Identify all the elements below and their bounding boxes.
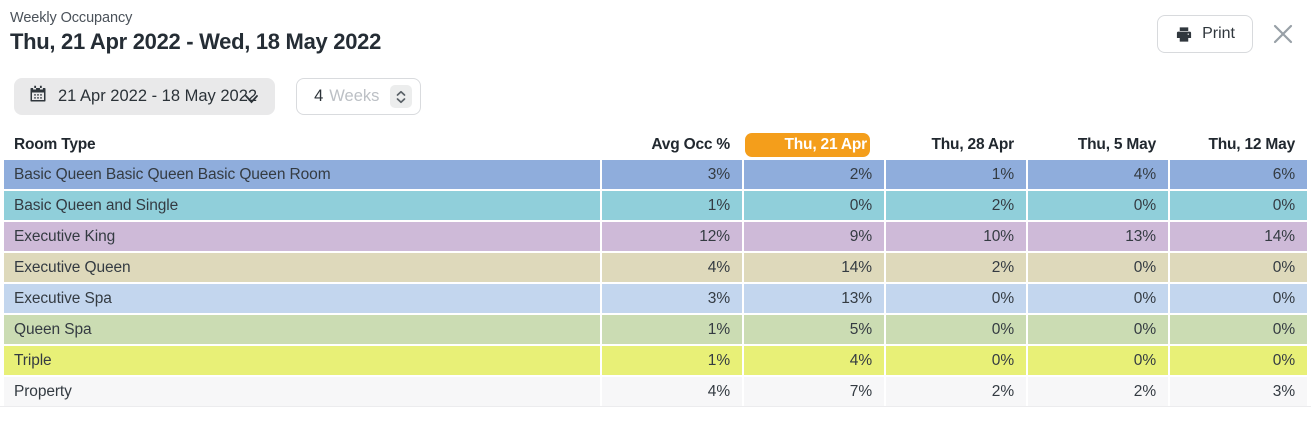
occupancy-cell: 0% <box>1026 253 1168 282</box>
room-type-cell: Basic Queen and Single <box>14 197 179 214</box>
occupancy-cell: 6% <box>1168 160 1307 189</box>
occupancy-cell: 0% <box>1168 346 1307 375</box>
date-column-header[interactable]: Thu, 12 May <box>1168 131 1307 159</box>
weeks-select[interactable]: 4 Weeks <box>296 78 422 115</box>
top-actions: Print <box>1157 15 1297 53</box>
title-block: Weekly Occupancy Thu, 21 Apr 2022 - Wed,… <box>10 10 381 55</box>
room-type-cell: Property <box>14 383 72 400</box>
table-row: Executive King 12% 9% 10% 13% 14% <box>4 222 1307 251</box>
occupancy-cell: 13% <box>742 284 884 313</box>
avg-occ-cell: 4% <box>600 253 742 282</box>
occupancy-cell: 2% <box>742 160 884 189</box>
print-label: Print <box>1202 25 1235 42</box>
occupancy-cell: 0% <box>742 191 884 220</box>
table-row: Triple 1% 4% 0% 0% 0% <box>4 346 1307 375</box>
occupancy-cell: 0% <box>1026 191 1168 220</box>
printer-icon <box>1175 26 1193 43</box>
occupancy-cell: 4% <box>1026 160 1168 189</box>
date-column-header[interactable]: Thu, 21 Apr <box>742 131 884 159</box>
date-column-label: Thu, 12 May <box>1208 136 1295 153</box>
table-row: Property 4% 7% 2% 2% 3% <box>4 377 1307 406</box>
room-type-cell: Executive Queen <box>14 259 131 276</box>
table-row: Executive Spa 3% 13% 0% 0% 0% <box>4 284 1307 313</box>
weeks-value: 4 <box>314 87 324 105</box>
avg-occ-cell: 12% <box>600 222 742 251</box>
table-header-row: Room Type Avg Occ % Thu, 21 Apr Thu, 28 A… <box>4 131 1307 159</box>
date-column-header[interactable]: Thu, 5 May <box>1026 131 1168 159</box>
room-type-header: Room Type <box>14 136 96 153</box>
occupancy-cell: 10% <box>884 222 1026 251</box>
table-row: Basic Queen and Single 1% 0% 2% 0% 0% <box>4 191 1307 220</box>
room-type-cell: Executive Spa <box>14 290 112 307</box>
avg-occ-cell: 1% <box>600 346 742 375</box>
occupancy-cell: 0% <box>884 346 1026 375</box>
avg-occ-cell: 1% <box>600 191 742 220</box>
occupancy-cell: 2% <box>884 377 1026 406</box>
occupancy-cell: 0% <box>1026 284 1168 313</box>
occupancy-table: Room Type Avg Occ % Thu, 21 Apr Thu, 28 A… <box>0 131 1311 407</box>
close-icon[interactable] <box>1269 20 1297 48</box>
date-column-label: Thu, 5 May <box>1077 136 1156 153</box>
occupancy-cell: 14% <box>1168 222 1307 251</box>
stepper-icon <box>390 85 413 108</box>
report-type-label: Weekly Occupancy <box>10 10 133 26</box>
print-button[interactable]: Print <box>1157 15 1253 53</box>
avg-occ-header: Avg Occ % <box>651 136 730 153</box>
occupancy-cell: 0% <box>884 315 1026 344</box>
occupancy-cell: 13% <box>1026 222 1168 251</box>
avg-occ-cell: 4% <box>600 377 742 406</box>
occupancy-cell: 0% <box>1168 191 1307 220</box>
avg-occ-cell: 1% <box>600 315 742 344</box>
room-type-cell: Triple <box>14 352 52 369</box>
date-column-label: Thu, 28 Apr <box>931 136 1015 153</box>
date-range-value: 21 Apr 2022 - 18 May 2022 <box>58 87 258 105</box>
occupancy-cell: 2% <box>884 253 1026 282</box>
room-type-cell: Queen Spa <box>14 321 92 338</box>
occupancy-cell: 2% <box>884 191 1026 220</box>
weeks-unit-label: Weeks <box>329 87 380 105</box>
occupancy-cell: 2% <box>1026 377 1168 406</box>
occupancy-cell: 7% <box>742 377 884 406</box>
filter-controls: 21 Apr 2022 - 18 May 2022 4 Weeks <box>14 78 1311 115</box>
table-row: Basic Queen Basic Queen Basic Queen Room… <box>4 160 1307 189</box>
occupancy-cell: 3% <box>1168 377 1307 406</box>
occupancy-cell: 0% <box>884 284 1026 313</box>
table-row: Queen Spa 1% 5% 0% 0% 0% <box>4 315 1307 344</box>
room-type-cell: Executive King <box>14 228 116 245</box>
calendar-icon <box>29 85 47 108</box>
date-column-header[interactable]: Thu, 28 Apr <box>884 131 1026 159</box>
avg-occ-cell: 3% <box>600 160 742 189</box>
occupancy-cell: 0% <box>1168 253 1307 282</box>
selected-date-pill: Thu, 21 Apr <box>745 133 870 157</box>
date-range-picker[interactable]: 21 Apr 2022 - 18 May 2022 <box>14 78 276 115</box>
occupancy-cell: 5% <box>742 315 884 344</box>
occupancy-cell: 0% <box>1168 284 1307 313</box>
table-row: Executive Queen 4% 14% 2% 0% 0% <box>4 253 1307 282</box>
avg-occ-cell: 3% <box>600 284 742 313</box>
occupancy-cell: 4% <box>742 346 884 375</box>
topbar: Weekly Occupancy Thu, 21 Apr 2022 - Wed,… <box>0 0 1311 55</box>
occupancy-cell: 0% <box>1026 346 1168 375</box>
occupancy-cell: 0% <box>1026 315 1168 344</box>
occupancy-cell: 9% <box>742 222 884 251</box>
table-body: Basic Queen Basic Queen Basic Queen Room… <box>4 160 1307 406</box>
occupancy-cell: 0% <box>1168 315 1307 344</box>
page-title: Thu, 21 Apr 2022 - Wed, 18 May 2022 <box>10 29 381 54</box>
room-type-cell: Basic Queen Basic Queen Basic Queen Room <box>14 166 331 183</box>
occupancy-cell: 14% <box>742 253 884 282</box>
occupancy-cell: 1% <box>884 160 1026 189</box>
